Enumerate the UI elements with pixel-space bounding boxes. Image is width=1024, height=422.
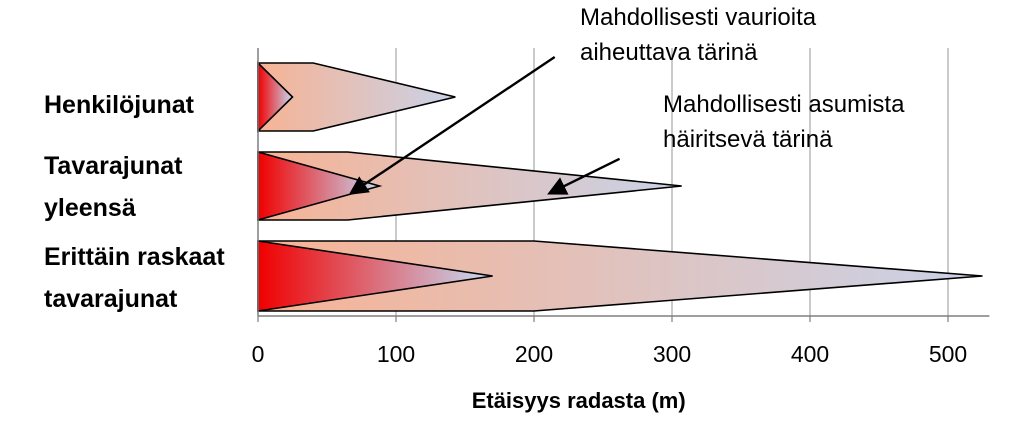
x-tick-label: 300 [653, 341, 691, 367]
x-tick-label: 400 [791, 341, 829, 367]
annotation-line: häiritsevä tärinä [663, 126, 833, 153]
annotation-line: Mahdollisesti vaurioita [580, 4, 817, 31]
category-label-line: Erittäin raskaat [44, 243, 225, 271]
annotation-text: Mahdollisesti vaurioita aiheuttava tärinä [580, 0, 816, 70]
category-label: Henkilöjunat [44, 84, 194, 126]
annotation-arrow [348, 56, 556, 195]
x-tick-label: 200 [515, 341, 553, 367]
category-label: Tavarajunat yleensä [44, 145, 182, 229]
x-tick-label: 0 [252, 341, 265, 367]
category-label-line: Tavarajunat [44, 152, 183, 180]
x-axis: 0 100 200 300 400 500 Etäisyys radasta (m) [252, 48, 990, 413]
annotation-arrows [348, 56, 621, 195]
category-label-line: yleensä [44, 194, 136, 222]
category-label-line: Henkilöjunat [44, 91, 195, 119]
annotation-arrow [547, 157, 621, 195]
category-label: Erittäin raskaat tavarajunat [44, 236, 225, 320]
category-label-line: tavarajunat [44, 285, 178, 313]
annotation-text: Mahdollisesti asumista häiritsevä tärinä [663, 87, 904, 157]
annotation-line: aiheuttava tärinä [580, 39, 758, 66]
x-tick-label: 100 [377, 341, 415, 367]
x-axis-title: Etäisyys radasta (m) [472, 388, 686, 413]
vibration-bands [257, 61, 983, 312]
annotation-line: Mahdollisesti asumista [663, 91, 905, 118]
x-tick-label: 500 [929, 341, 967, 367]
